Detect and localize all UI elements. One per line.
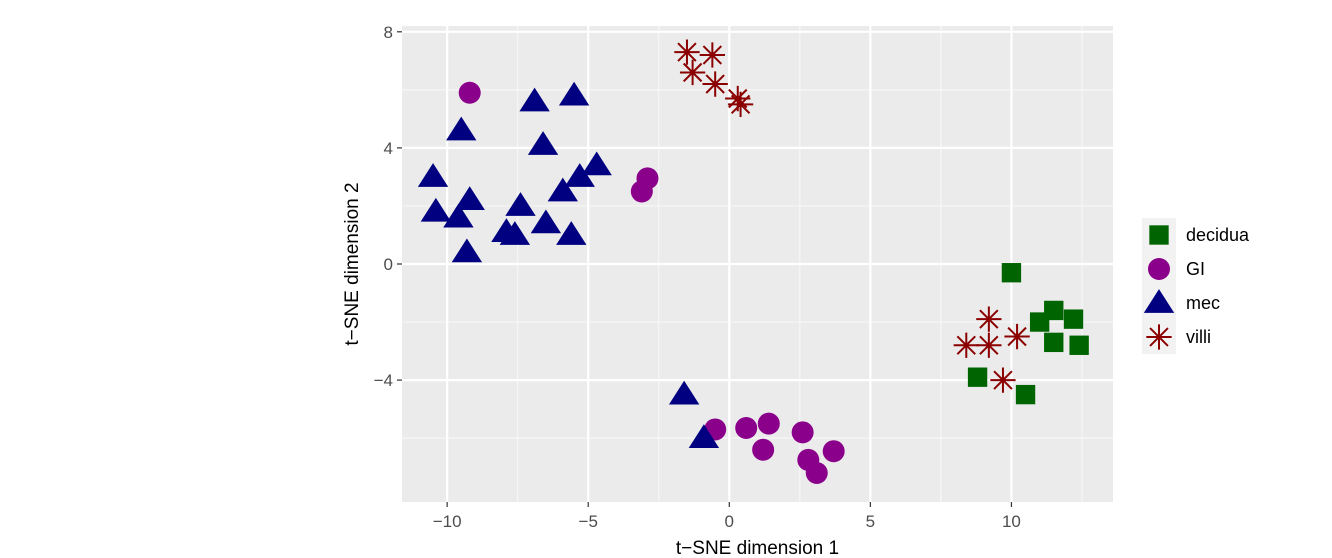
x-tick-label: −10 bbox=[433, 512, 462, 531]
point-gi bbox=[735, 416, 758, 439]
y-axis: −4 0 4 8 bbox=[374, 23, 402, 390]
point-mec bbox=[499, 221, 531, 245]
point-mec bbox=[417, 163, 449, 187]
point-decidua bbox=[967, 367, 988, 387]
point-mec bbox=[527, 131, 559, 155]
x-tick-label: 0 bbox=[725, 512, 734, 531]
point-decidua bbox=[1069, 335, 1089, 355]
point-mec bbox=[451, 238, 483, 263]
point-decidua bbox=[1063, 309, 1084, 329]
legend-label-villi: villi bbox=[1186, 327, 1211, 347]
x-axis: −10 −5 0 5 10 bbox=[433, 502, 1021, 531]
point-mec bbox=[420, 197, 452, 222]
point-decidua bbox=[1044, 332, 1064, 353]
point-mec bbox=[505, 192, 536, 216]
point-villi bbox=[976, 332, 1002, 358]
point-villi bbox=[702, 71, 728, 97]
point-villi bbox=[674, 39, 700, 65]
point-villi bbox=[990, 367, 1016, 393]
point-gi bbox=[630, 180, 653, 203]
legend-label-mec: mec bbox=[1186, 293, 1220, 313]
point-gi bbox=[805, 461, 828, 484]
x-axis-title: t−SNE dimension 1 bbox=[676, 538, 839, 558]
point-mec bbox=[564, 163, 595, 187]
legend: decidua GI mec villi bbox=[1142, 218, 1250, 354]
x-tick-label: −5 bbox=[579, 512, 598, 531]
x-tick-label: 10 bbox=[1002, 512, 1021, 531]
point-gi bbox=[752, 438, 775, 461]
y-tick-label: 4 bbox=[384, 139, 393, 158]
point-mec bbox=[454, 186, 485, 211]
y-tick-label: 0 bbox=[384, 255, 393, 274]
legend-label-decidua: decidua bbox=[1186, 225, 1250, 245]
legend-label-gi: GI bbox=[1186, 259, 1205, 279]
point-mec bbox=[530, 209, 562, 234]
point-mec bbox=[446, 116, 477, 141]
legend-key-decidua bbox=[1149, 225, 1169, 245]
point-gi bbox=[757, 412, 780, 435]
point-decidua bbox=[1001, 263, 1022, 283]
point-villi bbox=[976, 306, 1002, 332]
point-mec bbox=[558, 81, 590, 106]
y-tick-label: 8 bbox=[384, 23, 393, 42]
point-mec bbox=[688, 424, 720, 449]
point-villi bbox=[679, 59, 706, 86]
point-mec bbox=[443, 203, 474, 228]
legend-key-gi bbox=[1148, 258, 1170, 280]
point-villi bbox=[699, 42, 726, 68]
y-axis-title: t−SNE dimension 2 bbox=[342, 182, 363, 345]
y-tick-label: −4 bbox=[374, 371, 393, 390]
point-decidua bbox=[1044, 300, 1064, 321]
point-villi bbox=[953, 332, 979, 358]
point-mec bbox=[581, 151, 612, 176]
point-mec bbox=[547, 177, 579, 202]
legend-key-villi bbox=[1146, 324, 1172, 350]
point-gi bbox=[822, 440, 845, 463]
point-gi bbox=[791, 421, 814, 444]
x-tick-label: 5 bbox=[866, 512, 875, 531]
point-mec bbox=[556, 221, 587, 245]
point-villi bbox=[1004, 323, 1030, 350]
legend-key-mec bbox=[1143, 289, 1175, 313]
point-mec bbox=[668, 380, 700, 405]
point-decidua bbox=[1015, 384, 1036, 405]
point-villi bbox=[727, 91, 754, 118]
point-villi bbox=[725, 85, 751, 112]
point-mec bbox=[519, 87, 550, 112]
point-gi bbox=[458, 81, 481, 104]
data-points bbox=[417, 39, 1089, 484]
